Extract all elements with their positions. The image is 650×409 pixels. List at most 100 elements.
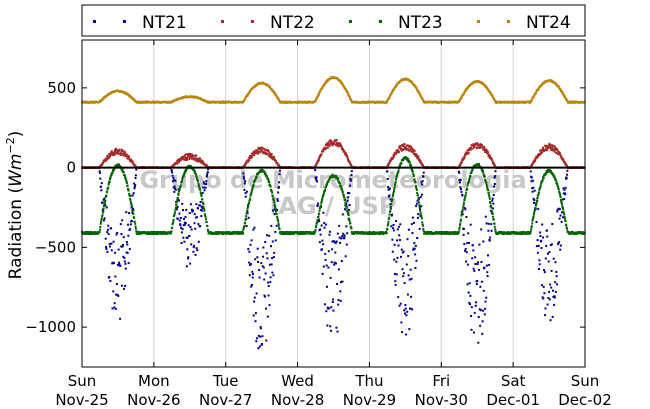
data-point [491,199,494,202]
data-point [402,159,405,162]
data-point [321,87,323,90]
data-point [271,155,274,158]
data-point [109,154,112,157]
data-point [414,267,417,269]
data-point [171,222,174,225]
data-point [340,281,342,284]
data-point [175,201,178,204]
data-point [133,187,136,190]
data-point [101,214,104,217]
data-point [243,177,245,180]
data-point [345,225,348,228]
data-point [267,284,270,287]
data-point [200,194,203,196]
data-point [335,240,338,243]
data-point [529,230,532,233]
data-point [187,257,189,260]
data-point [540,284,543,287]
data-point [348,95,351,98]
series-nt23 [81,156,586,236]
data-point [461,194,464,197]
data-point [387,186,390,189]
data-point [402,275,405,278]
data-point [195,175,198,178]
data-point [269,185,272,188]
data-point [565,177,568,180]
data-point [417,156,420,158]
data-point [101,215,104,218]
data-point [468,301,471,304]
data-point [416,194,419,197]
data-point [555,270,558,273]
data-point [172,176,175,179]
data-point [542,285,545,288]
data-point [541,223,544,226]
data-point [247,248,250,251]
data-point [197,158,200,161]
data-point [322,265,325,268]
data-point [257,347,260,350]
data-point [530,228,533,231]
data-point [124,284,127,287]
data-point [319,228,322,231]
data-point [268,183,271,186]
data-point [529,232,531,235]
data-point [258,276,261,279]
data-point [456,231,459,234]
data-point [562,216,565,219]
data-point [162,232,165,235]
data-point [458,226,461,229]
data-point [205,183,207,186]
data-point [459,186,462,189]
data-point [244,219,247,221]
data-point [177,193,180,196]
data-point [409,163,412,166]
data-point [106,231,109,234]
data-point [348,220,351,223]
data-point [337,303,340,306]
data-point [248,202,251,204]
data-point [89,233,92,235]
data-point [535,221,538,223]
data-point [265,252,268,255]
data-point [315,224,318,227]
data-point [276,219,279,221]
data-point [196,157,199,160]
data-point [462,233,465,236]
data-point [192,154,194,157]
data-point [461,210,464,213]
data-point [243,225,246,228]
data-point [487,254,489,257]
data-point [397,150,400,153]
data-point [538,191,540,194]
data-point [176,206,179,208]
data-point [457,230,460,233]
data-point [566,169,569,172]
data-point [393,258,396,261]
data-point [195,203,198,206]
data-point [451,231,454,234]
data-point [110,249,113,252]
data-point [170,231,173,234]
data-point [556,183,559,186]
data-point [462,203,465,206]
data-point [548,143,551,146]
data-point [553,175,556,178]
data-point [217,232,220,235]
data-point [413,175,415,177]
data-point [392,227,395,230]
data-point [180,180,183,183]
data-point [537,155,540,158]
data-point [261,149,264,152]
data-point [322,194,325,196]
data-point [104,237,107,240]
data-point [402,145,405,148]
data-point [483,175,486,178]
data-point [93,231,96,234]
data-point [274,208,277,211]
data-point [474,263,477,265]
data-point [156,233,159,236]
data-point [266,175,268,178]
data-point [102,207,105,210]
data-point [469,303,471,306]
